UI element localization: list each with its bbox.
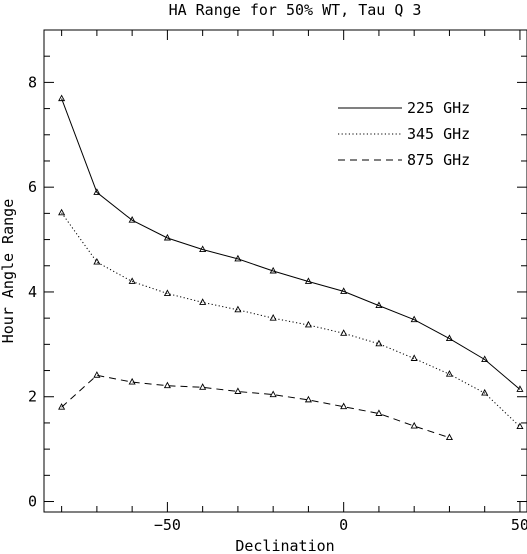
data-point bbox=[128, 377, 136, 385]
plot-frame bbox=[43, 29, 527, 513]
data-point bbox=[445, 334, 453, 342]
data-point bbox=[93, 371, 101, 378]
legend: 225 GHz 345 GHz 875 GHz bbox=[338, 99, 470, 169]
data-point bbox=[445, 433, 453, 441]
data-point bbox=[304, 320, 312, 328]
legend-label: 225 GHz bbox=[407, 99, 470, 117]
data-point bbox=[58, 403, 66, 410]
axis-ticks bbox=[44, 29, 527, 512]
chart-title: HA Range for 50% WT, Tau Q 3 bbox=[169, 1, 422, 19]
data-point bbox=[58, 94, 66, 102]
y-tick-label: 2 bbox=[28, 388, 37, 406]
data-point bbox=[199, 383, 207, 390]
y-tick-label: 0 bbox=[28, 493, 37, 511]
data-point bbox=[199, 245, 207, 252]
y-tick-label: 4 bbox=[28, 283, 37, 301]
data-point bbox=[269, 314, 277, 321]
legend-label: 345 GHz bbox=[407, 125, 470, 143]
y-tick-label: 6 bbox=[28, 178, 37, 196]
data-point bbox=[234, 305, 242, 313]
axis-tick-labels: −50 0 50 0 2 4 6 8 bbox=[28, 73, 527, 534]
data-point bbox=[93, 188, 101, 195]
series-line-1 bbox=[61, 212, 521, 427]
data-point bbox=[199, 298, 207, 305]
data-point bbox=[234, 387, 242, 394]
series-markers bbox=[58, 94, 524, 441]
data-point bbox=[410, 421, 418, 429]
series-lines bbox=[61, 98, 521, 439]
data-point bbox=[340, 402, 348, 410]
data-point bbox=[58, 208, 66, 216]
data-point bbox=[410, 354, 418, 361]
series-line-2 bbox=[61, 374, 450, 439]
data-point bbox=[304, 277, 312, 284]
data-point bbox=[163, 381, 171, 389]
data-point bbox=[93, 257, 101, 265]
series-line-0 bbox=[61, 98, 521, 390]
data-point bbox=[340, 329, 348, 336]
data-point bbox=[375, 301, 383, 309]
data-point bbox=[163, 233, 171, 241]
data-point bbox=[128, 277, 136, 284]
data-point bbox=[340, 287, 348, 294]
data-point bbox=[445, 370, 453, 377]
data-point bbox=[128, 216, 136, 223]
data-point bbox=[375, 409, 383, 416]
y-tick-label: 8 bbox=[28, 73, 37, 91]
data-point bbox=[375, 339, 383, 347]
data-point bbox=[269, 266, 277, 274]
x-tick-label: −50 bbox=[154, 516, 181, 534]
data-point bbox=[304, 395, 312, 403]
data-point bbox=[234, 254, 242, 262]
data-point bbox=[163, 289, 171, 296]
x-tick-label: 0 bbox=[339, 516, 348, 534]
legend-label: 875 GHz bbox=[407, 151, 470, 169]
y-axis-label: Hour Angle Range bbox=[0, 199, 17, 344]
data-point bbox=[516, 422, 524, 430]
x-axis-label: Declination bbox=[235, 537, 334, 554]
x-tick-label: 50 bbox=[511, 516, 527, 534]
data-point bbox=[269, 390, 277, 398]
data-point bbox=[516, 385, 524, 392]
data-point bbox=[481, 388, 489, 396]
data-point bbox=[410, 315, 418, 323]
data-point bbox=[481, 355, 489, 362]
